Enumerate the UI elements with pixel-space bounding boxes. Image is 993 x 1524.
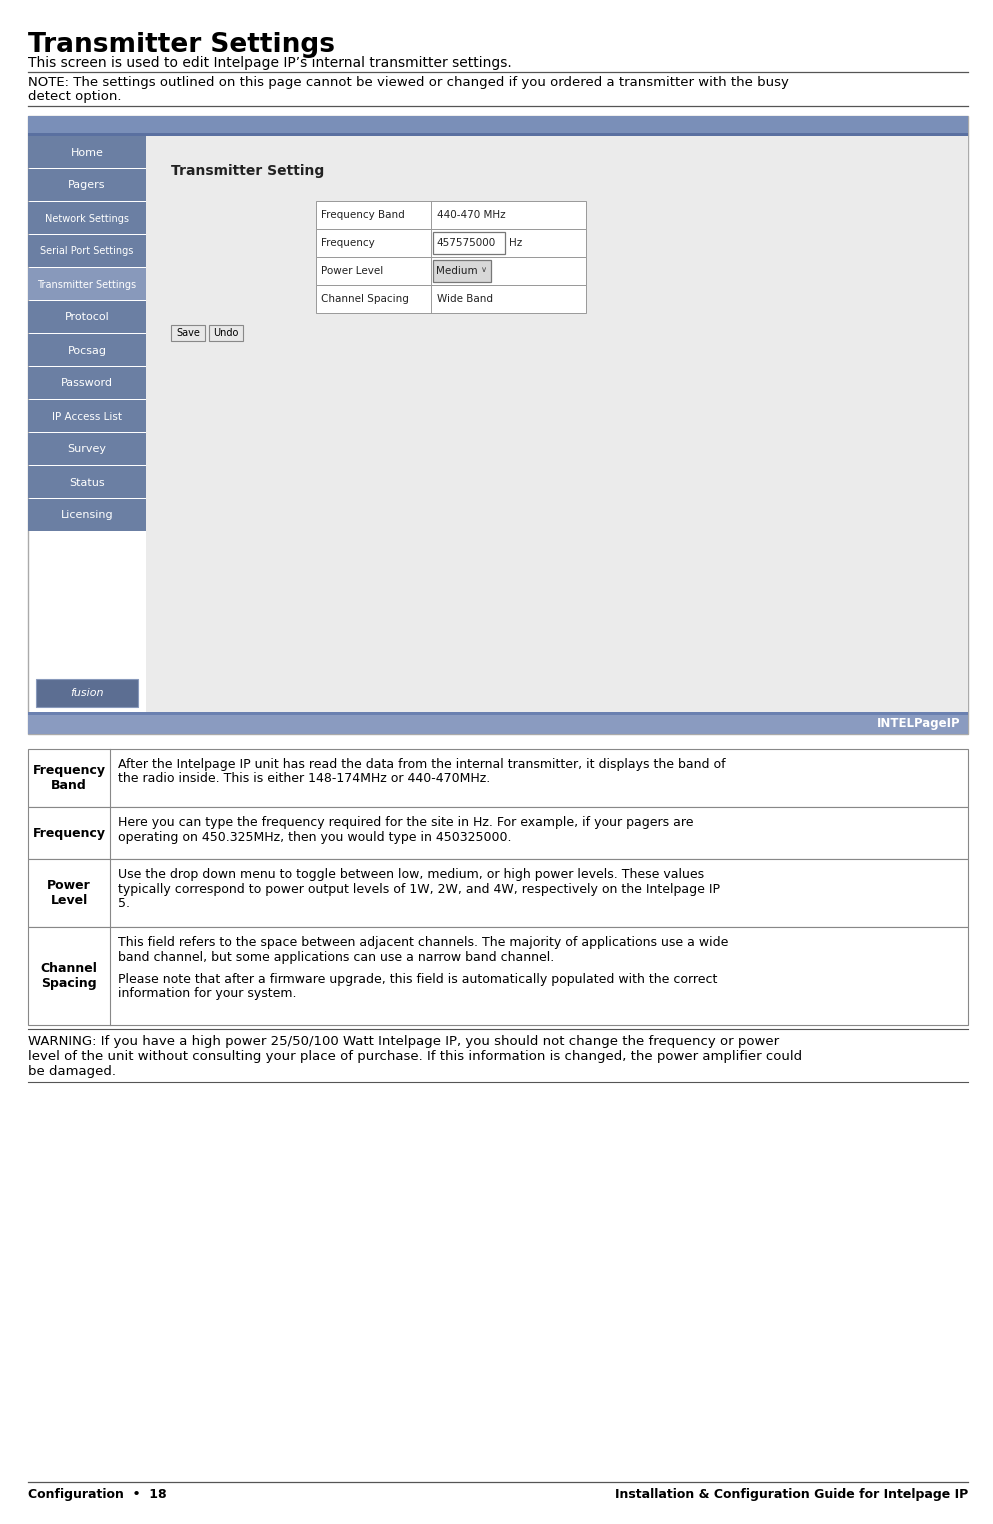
Text: Pagers: Pagers <box>69 180 105 190</box>
Bar <box>28 235 146 267</box>
Text: band channel, but some applications can use a narrow band channel.: band channel, but some applications can … <box>118 951 554 963</box>
Text: Pocsag: Pocsag <box>68 346 106 355</box>
Bar <box>316 258 586 285</box>
Text: Installation & Configuration Guide for Intelpage IP: Installation & Configuration Guide for I… <box>615 1487 968 1501</box>
Bar <box>28 169 146 201</box>
Text: Frequency Band: Frequency Band <box>321 210 405 219</box>
Bar <box>316 201 586 229</box>
Text: Transmitter Settings: Transmitter Settings <box>38 279 137 290</box>
Text: operating on 450.325MHz, then you would type in 450325000.: operating on 450.325MHz, then you would … <box>118 831 511 843</box>
Bar <box>171 325 205 341</box>
Bar <box>28 498 146 530</box>
Bar <box>146 136 968 712</box>
Bar <box>28 302 146 334</box>
Bar <box>28 334 146 366</box>
Text: 5.: 5. <box>118 898 130 910</box>
Text: Here you can type the frequency required for the site in Hz. For example, if you: Here you can type the frequency required… <box>118 815 693 829</box>
Text: Serial Port Settings: Serial Port Settings <box>41 247 134 256</box>
Text: Channel Spacing: Channel Spacing <box>321 294 409 303</box>
Bar <box>209 325 243 341</box>
Text: Protocol: Protocol <box>65 312 109 323</box>
Bar <box>28 808 968 860</box>
Text: Save: Save <box>176 328 200 338</box>
Bar <box>28 399 146 431</box>
Text: information for your system.: information for your system. <box>118 988 297 1000</box>
Text: Undo: Undo <box>213 328 238 338</box>
Bar <box>28 268 146 300</box>
Bar <box>28 860 968 927</box>
Text: fusion: fusion <box>71 687 103 698</box>
Text: Hz: Hz <box>509 238 522 248</box>
Bar <box>36 680 138 707</box>
Text: Frequency
Band: Frequency Band <box>33 764 105 792</box>
Text: NOTE: The settings outlined on this page cannot be viewed or changed if you orde: NOTE: The settings outlined on this page… <box>28 76 788 88</box>
Text: typically correspond to power output levels of 1W, 2W, and 4W, respectively on t: typically correspond to power output lev… <box>118 882 720 896</box>
Text: Power
Level: Power Level <box>47 879 91 907</box>
Bar <box>28 203 146 235</box>
Text: the radio inside. This is either 148-174MHz or 440-470MHz.: the radio inside. This is either 148-174… <box>118 773 491 785</box>
Text: Channel
Spacing: Channel Spacing <box>41 962 97 991</box>
Bar <box>28 116 968 735</box>
Text: Power Level: Power Level <box>321 267 383 276</box>
Text: Home: Home <box>71 148 103 157</box>
Text: 457575000: 457575000 <box>436 238 496 248</box>
Bar <box>28 367 146 399</box>
Text: Licensing: Licensing <box>61 511 113 521</box>
Bar <box>28 748 968 808</box>
Bar <box>28 466 146 498</box>
Text: level of the unit without consulting your place of purchase. If this information: level of the unit without consulting you… <box>28 1050 802 1064</box>
Text: After the Intelpage IP unit has read the data from the internal transmitter, it : After the Intelpage IP unit has read the… <box>118 757 726 771</box>
Text: 440-470 MHz: 440-470 MHz <box>437 210 505 219</box>
Text: Survey: Survey <box>68 445 106 454</box>
Bar <box>28 136 146 168</box>
Bar <box>28 712 968 715</box>
Bar <box>433 232 505 255</box>
Bar <box>28 927 968 1026</box>
Text: Please note that after a firmware upgrade, this field is automatically populated: Please note that after a firmware upgrad… <box>118 972 717 986</box>
Text: Transmitter Setting: Transmitter Setting <box>171 165 325 178</box>
Bar <box>316 285 586 312</box>
Text: Use the drop down menu to toggle between low, medium, or high power levels. Thes: Use the drop down menu to toggle between… <box>118 869 704 881</box>
Bar <box>28 712 968 735</box>
Text: be damaged.: be damaged. <box>28 1065 116 1077</box>
Text: Status: Status <box>70 477 105 488</box>
Text: This field refers to the space between adjacent channels. The majority of applic: This field refers to the space between a… <box>118 936 729 949</box>
Text: Configuration  •  18: Configuration • 18 <box>28 1487 167 1501</box>
Text: Frequency: Frequency <box>321 238 374 248</box>
Bar <box>433 261 491 282</box>
Bar <box>28 116 968 136</box>
Text: Medium: Medium <box>436 267 478 276</box>
Bar <box>28 133 968 136</box>
Text: This screen is used to edit Intelpage IP’s internal transmitter settings.: This screen is used to edit Intelpage IP… <box>28 56 511 70</box>
Text: INTELPageIP: INTELPageIP <box>877 716 960 730</box>
Text: ∨: ∨ <box>481 265 488 274</box>
Text: Frequency: Frequency <box>33 826 105 840</box>
Text: Password: Password <box>61 378 113 389</box>
Text: Transmitter Settings: Transmitter Settings <box>28 32 335 58</box>
Text: IP Access List: IP Access List <box>52 411 122 422</box>
Text: WARNING: If you have a high power 25/50/100 Watt Intelpage IP, you should not ch: WARNING: If you have a high power 25/50/… <box>28 1035 780 1049</box>
Bar <box>28 433 146 465</box>
Text: detect option.: detect option. <box>28 90 121 104</box>
Text: Wide Band: Wide Band <box>437 294 493 303</box>
Bar <box>316 229 586 258</box>
Text: Network Settings: Network Settings <box>45 213 129 224</box>
